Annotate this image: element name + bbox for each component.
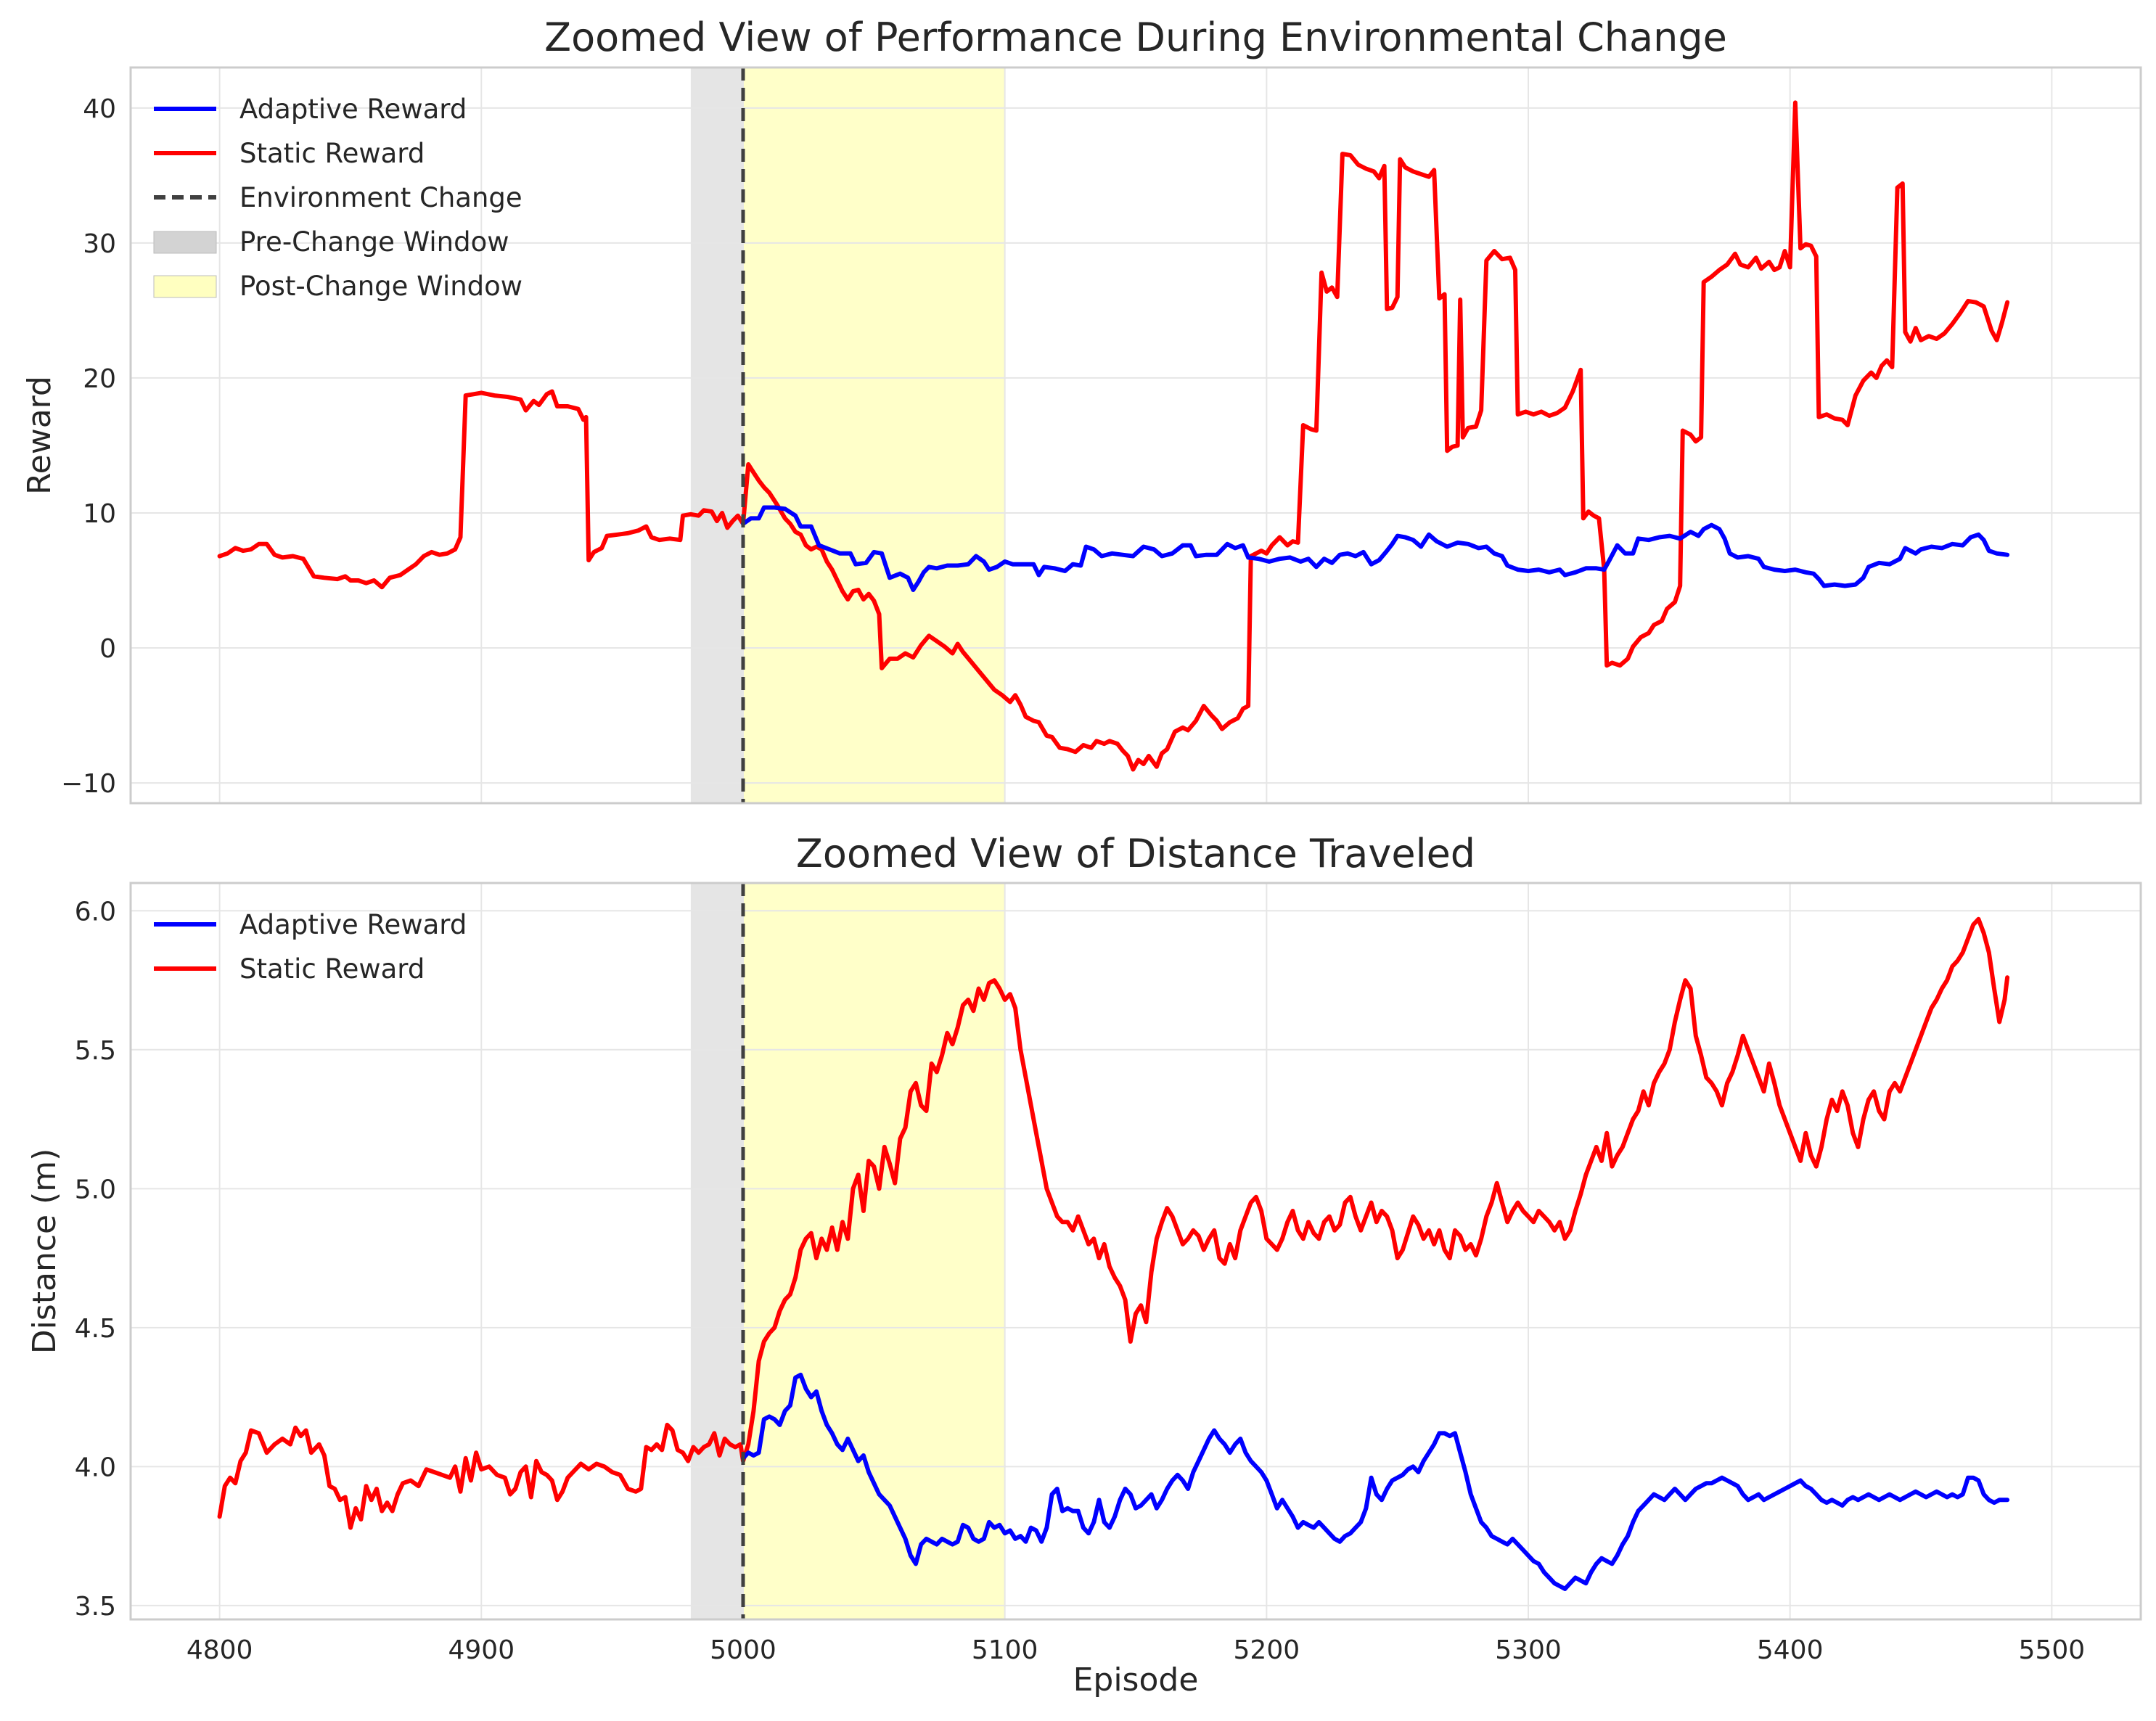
- y-tick-label: 4.0: [75, 1453, 116, 1482]
- x-tick-label: 5400: [1757, 1635, 1824, 1665]
- x-tick-label: 5100: [972, 1635, 1038, 1665]
- x-tick-labels: 4800 4900 5000 5100 5200 5300 5400 5500: [187, 1635, 2085, 1665]
- y-tick-label: 4.5: [75, 1314, 116, 1344]
- y-tick-labels: −10 0 10 20 30 40: [61, 94, 116, 799]
- y-tick-label: 5.5: [75, 1036, 116, 1066]
- x-tick-label: 5200: [1234, 1635, 1300, 1665]
- y-axis-label: Distance (m): [26, 1149, 63, 1355]
- legend-label-post-change-window: Post-Change Window: [239, 271, 522, 302]
- post-change-window-band: [742, 883, 1005, 1619]
- series-line-adaptive-reward: [741, 1372, 2010, 1591]
- pre-change-window-band: [690, 67, 743, 803]
- y-axis-label: Reward: [21, 376, 58, 495]
- series-lines: [217, 100, 2010, 772]
- window-bands: [690, 883, 1005, 1619]
- y-tick-label: 3.5: [75, 1592, 116, 1622]
- legend-entry-adaptive: Adaptive Reward: [154, 94, 467, 125]
- legend: Adaptive Reward Static Reward: [154, 909, 467, 985]
- chart-title: Zoomed View of Performance During Enviro…: [544, 15, 1727, 60]
- legend-entry-adaptive: Adaptive Reward: [154, 909, 467, 940]
- x-tick-label: 4800: [187, 1635, 253, 1665]
- y-tick-label: 20: [83, 364, 116, 394]
- y-tick-label: 0: [99, 634, 116, 664]
- legend-entry-static: Static Reward: [154, 138, 425, 169]
- y-tick-label: 5.0: [75, 1175, 116, 1204]
- window-bands: [690, 67, 1005, 803]
- chart-title: Zoomed View of Distance Traveled: [796, 831, 1475, 876]
- series-line-static-reward: [217, 916, 2010, 1530]
- x-axis-label: Episode: [1073, 1662, 1199, 1699]
- legend-swatch-post-change-window: [153, 275, 217, 298]
- y-tick-label: 30: [83, 229, 116, 259]
- x-tick-label: 5500: [2019, 1635, 2086, 1665]
- legend-label-pre-change-window: Pre-Change Window: [239, 226, 509, 258]
- legend-label-adaptive: Adaptive Reward: [239, 94, 467, 125]
- post-change-window-band: [742, 67, 1005, 803]
- y-tick-label: 40: [83, 94, 116, 124]
- legend-label-static: Static Reward: [239, 953, 425, 985]
- distance-panel: 3.5 4.0 4.5 5.0 5.5 6.0 4800 4900 5000 5100 5200 5…: [26, 831, 2142, 1699]
- legend-entry-environment-change: Environment Change: [154, 182, 522, 213]
- legend-label-adaptive: Adaptive Reward: [239, 909, 467, 940]
- y-tick-label: 10: [83, 499, 116, 529]
- legend-entry-post-change-window: Post-Change Window: [153, 271, 522, 302]
- pre-change-window-band: [690, 883, 743, 1619]
- reward-panel: −10 0 10 20 30 40 Zoomed View of Performance …: [21, 15, 2142, 805]
- y-tick-labels: 3.5 4.0 4.5 5.0 5.5 6.0: [75, 897, 116, 1622]
- x-tick-label: 5300: [1495, 1635, 1562, 1665]
- y-tick-label: 6.0: [75, 897, 116, 927]
- legend: Adaptive Reward Static Reward Environmen…: [153, 94, 522, 302]
- series-line-static-reward: [217, 100, 2010, 772]
- series-lines: [217, 916, 2010, 1591]
- x-tick-label: 4900: [448, 1635, 515, 1665]
- legend-entry-pre-change-window: Pre-Change Window: [153, 226, 509, 258]
- series-line-adaptive-reward: [741, 505, 2010, 592]
- legend-label-environment-change: Environment Change: [239, 182, 522, 213]
- x-tick-label: 5000: [710, 1635, 776, 1665]
- legend-entry-static: Static Reward: [154, 953, 425, 985]
- plot-frame: [129, 882, 2142, 1621]
- plot-frame: [129, 66, 2142, 805]
- y-tick-label: −10: [61, 769, 116, 799]
- legend-label-static: Static Reward: [239, 138, 425, 169]
- legend-swatch-pre-change-window: [153, 231, 217, 254]
